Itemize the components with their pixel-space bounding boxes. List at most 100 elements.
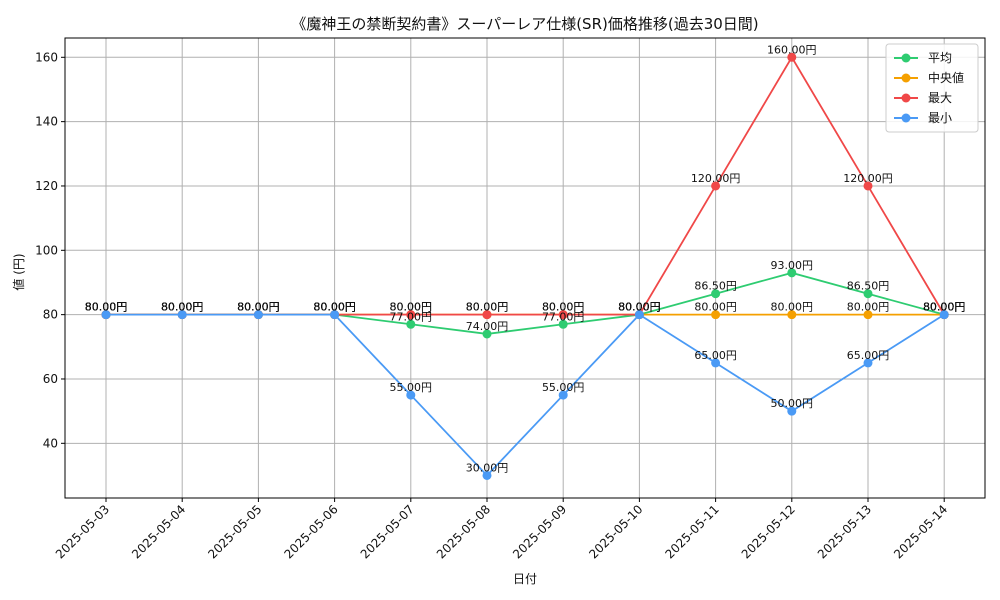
data-point — [330, 310, 340, 320]
x-axis: 2025-05-03 2025-05-04 2025-05-05 2025-05-06… — [53, 498, 950, 561]
data-label: 80.00円 — [466, 301, 509, 314]
data-label: 55.00円 — [390, 381, 433, 394]
data-point — [558, 319, 568, 329]
data-point — [253, 310, 263, 320]
legend-marker — [901, 53, 911, 63]
x-tick-label: 2025-05-04 — [129, 502, 188, 561]
data-point — [634, 310, 644, 320]
x-tick-label: 2025-05-03 — [53, 502, 112, 561]
data-label: 120.00円 — [843, 172, 893, 185]
data-point — [787, 406, 797, 416]
legend-box — [885, 43, 979, 133]
data-label: 77.00円 — [390, 310, 433, 323]
data-point — [406, 310, 416, 320]
data-point — [558, 310, 568, 320]
legend-marker — [901, 113, 911, 123]
y-tick-label: 120 — [35, 179, 58, 193]
data-point — [787, 268, 797, 278]
data-label: 80.00円 — [390, 301, 433, 314]
data-point — [787, 52, 797, 62]
data-label: 80.00円 — [542, 301, 585, 314]
y-tick-label: 80 — [43, 308, 58, 322]
y-tick-label: 40 — [43, 436, 58, 450]
series-line — [106, 313, 945, 477]
data-point — [482, 310, 492, 320]
x-tick-label: 2025-05-07 — [358, 502, 417, 561]
legend-label: 平均 — [928, 51, 952, 65]
data-label: 80.00円 — [161, 301, 204, 314]
data-label: 80.00円 — [542, 301, 585, 314]
x-tick-label: 2025-05-12 — [739, 502, 798, 561]
chart-title: 《魔神王の禁断契約書》スーパーレア仕様(SR)価格推移(過去30日間) — [291, 15, 758, 33]
data-label: 86.50円 — [847, 280, 890, 293]
y-tick-label: 140 — [35, 115, 58, 129]
data-label: 93.00円 — [771, 259, 814, 272]
data-point — [939, 310, 949, 320]
data-label: 77.00円 — [542, 310, 585, 323]
y-axis: 40 60 80 100 120 140 160 — [35, 50, 65, 450]
data-point — [482, 329, 492, 339]
data-label: 80.00円 — [85, 301, 128, 314]
data-label: 80.00円 — [618, 301, 661, 314]
data-label: 80.00円 — [161, 301, 204, 314]
data-label: 74.00円 — [466, 320, 509, 333]
data-label: 80.00円 — [923, 301, 966, 314]
data-label: 80.00円 — [85, 301, 128, 314]
data-label: 80.00円 — [618, 301, 661, 314]
legend-marker — [901, 73, 911, 83]
x-tick-label: 2025-05-14 — [891, 502, 950, 561]
data-label: 65.00円 — [847, 349, 890, 362]
data-label: 80.00円 — [313, 301, 356, 314]
data-point — [711, 358, 721, 368]
x-tick-label: 2025-05-08 — [434, 502, 493, 561]
grid — [65, 38, 985, 498]
data-label: 80.00円 — [313, 301, 356, 314]
data-label: 80.00円 — [237, 301, 280, 314]
data-label: 30.00円 — [466, 461, 509, 474]
x-tick-label: 2025-05-06 — [282, 502, 341, 561]
data-point — [711, 181, 721, 191]
x-tick-label: 2025-05-11 — [663, 502, 722, 561]
legend-label: 中央値 — [928, 70, 964, 85]
data-point — [101, 310, 111, 320]
data-point — [558, 390, 568, 400]
series-line — [106, 271, 945, 335]
data-point — [787, 310, 797, 320]
x-tick-label: 2025-05-10 — [586, 502, 645, 561]
data-label: 80.00円 — [85, 301, 128, 314]
x-tick-label: 2025-05-13 — [815, 502, 874, 561]
y-tick-label: 100 — [35, 243, 58, 257]
x-axis-label: 日付 — [513, 572, 537, 586]
x-tick-label: 2025-05-09 — [510, 502, 569, 561]
data-point — [863, 310, 873, 320]
data-point — [177, 310, 187, 320]
series-group — [101, 52, 949, 480]
data-point — [482, 470, 492, 480]
data-label: 80.00円 — [771, 301, 814, 314]
data-label: 80.00円 — [161, 301, 204, 314]
y-axis-label: 値 (円) — [11, 253, 26, 290]
data-label: 80.00円 — [85, 301, 128, 314]
legend-marker — [901, 93, 911, 103]
data-label: 80.00円 — [618, 301, 661, 314]
data-point — [711, 310, 721, 320]
data-point — [406, 390, 416, 400]
legend-label: 最大 — [928, 91, 952, 105]
legend-label: 最小 — [928, 111, 952, 125]
y-tick-label: 160 — [35, 50, 58, 64]
plot-area — [64, 37, 986, 499]
data-point — [863, 289, 873, 299]
data-label: 80.00円 — [694, 301, 737, 314]
data-label: 80.00円 — [923, 301, 966, 314]
data-point — [863, 181, 873, 191]
data-point — [711, 289, 721, 299]
data-label: 80.00円 — [237, 301, 280, 314]
data-label: 80.00円 — [237, 301, 280, 314]
data-point — [406, 319, 416, 329]
data-label: 120.00円 — [691, 172, 741, 185]
x-tick-label: 2025-05-05 — [205, 502, 264, 561]
data-label: 80.00円 — [313, 301, 356, 314]
data-label: 80.00円 — [847, 301, 890, 314]
